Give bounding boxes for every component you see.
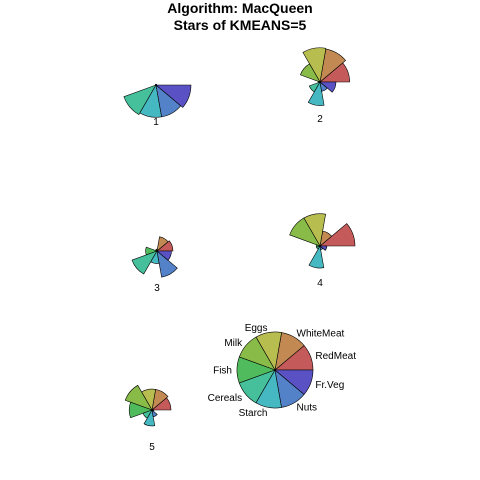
star-1-segment-cereals bbox=[123, 84, 157, 116]
star-4: 4 bbox=[289, 213, 356, 289]
star-5-segment-fish bbox=[128, 401, 153, 419]
key-label-fr-veg: Fr.Veg bbox=[315, 380, 344, 391]
star-4-segment-fr-veg bbox=[319, 245, 328, 251]
star-2-segment-starch bbox=[307, 81, 325, 106]
star-1-segment-fr-veg bbox=[155, 84, 192, 108]
star-3: 3 bbox=[131, 236, 178, 294]
star-4-segment-starch bbox=[308, 245, 325, 269]
star-4-segment-milk bbox=[289, 217, 321, 247]
star-3-segment-nuts bbox=[156, 250, 178, 278]
star-2-segment-milk bbox=[299, 63, 321, 83]
key-label-nuts: Nuts bbox=[297, 403, 318, 414]
star-3-segment-cereals bbox=[131, 250, 158, 275]
star-label-2: 2 bbox=[317, 114, 323, 125]
key-label-eggs: Eggs bbox=[245, 323, 268, 334]
star-1: 1 bbox=[123, 83, 192, 128]
star-5-segment-starch bbox=[143, 409, 156, 427]
star-label-1: 1 bbox=[153, 117, 159, 128]
key-label-fish: Fish bbox=[213, 366, 232, 377]
star-3-segment-whitemeat bbox=[156, 236, 169, 252]
star-label-4: 4 bbox=[317, 278, 323, 289]
chart-subtitle: Stars of KMEANS=5 bbox=[174, 17, 307, 33]
key-label-redmeat: RedMeat bbox=[315, 351, 356, 362]
key-label-cereals: Cereals bbox=[208, 393, 242, 404]
key-label-starch: Starch bbox=[239, 408, 268, 419]
key-label-whitemeat: WhiteMeat bbox=[297, 328, 345, 339]
star-5-segment-fr-veg bbox=[151, 409, 155, 412]
star-4-segment-redmeat bbox=[319, 223, 356, 247]
star-label-3: 3 bbox=[154, 283, 160, 294]
stars-layer: 1 2 3 4 5 bbox=[123, 47, 356, 453]
star-label-5: 5 bbox=[149, 442, 155, 453]
star-3-segment-fr-veg bbox=[156, 250, 172, 261]
star-5-segment-nuts bbox=[151, 409, 158, 418]
key-segment-fr-veg bbox=[274, 369, 314, 395]
star-2: 2 bbox=[299, 47, 350, 125]
star-5-segment-milk bbox=[124, 384, 153, 411]
star-2-segment-fr-veg bbox=[319, 81, 337, 93]
star-2-segment-eggs bbox=[302, 47, 327, 83]
key-label-milk: Milk bbox=[224, 338, 243, 349]
star-5: 5 bbox=[124, 384, 172, 453]
star-3-segment-redmeat bbox=[156, 240, 174, 252]
chart-title: Algorithm: MacQueen bbox=[167, 0, 312, 16]
